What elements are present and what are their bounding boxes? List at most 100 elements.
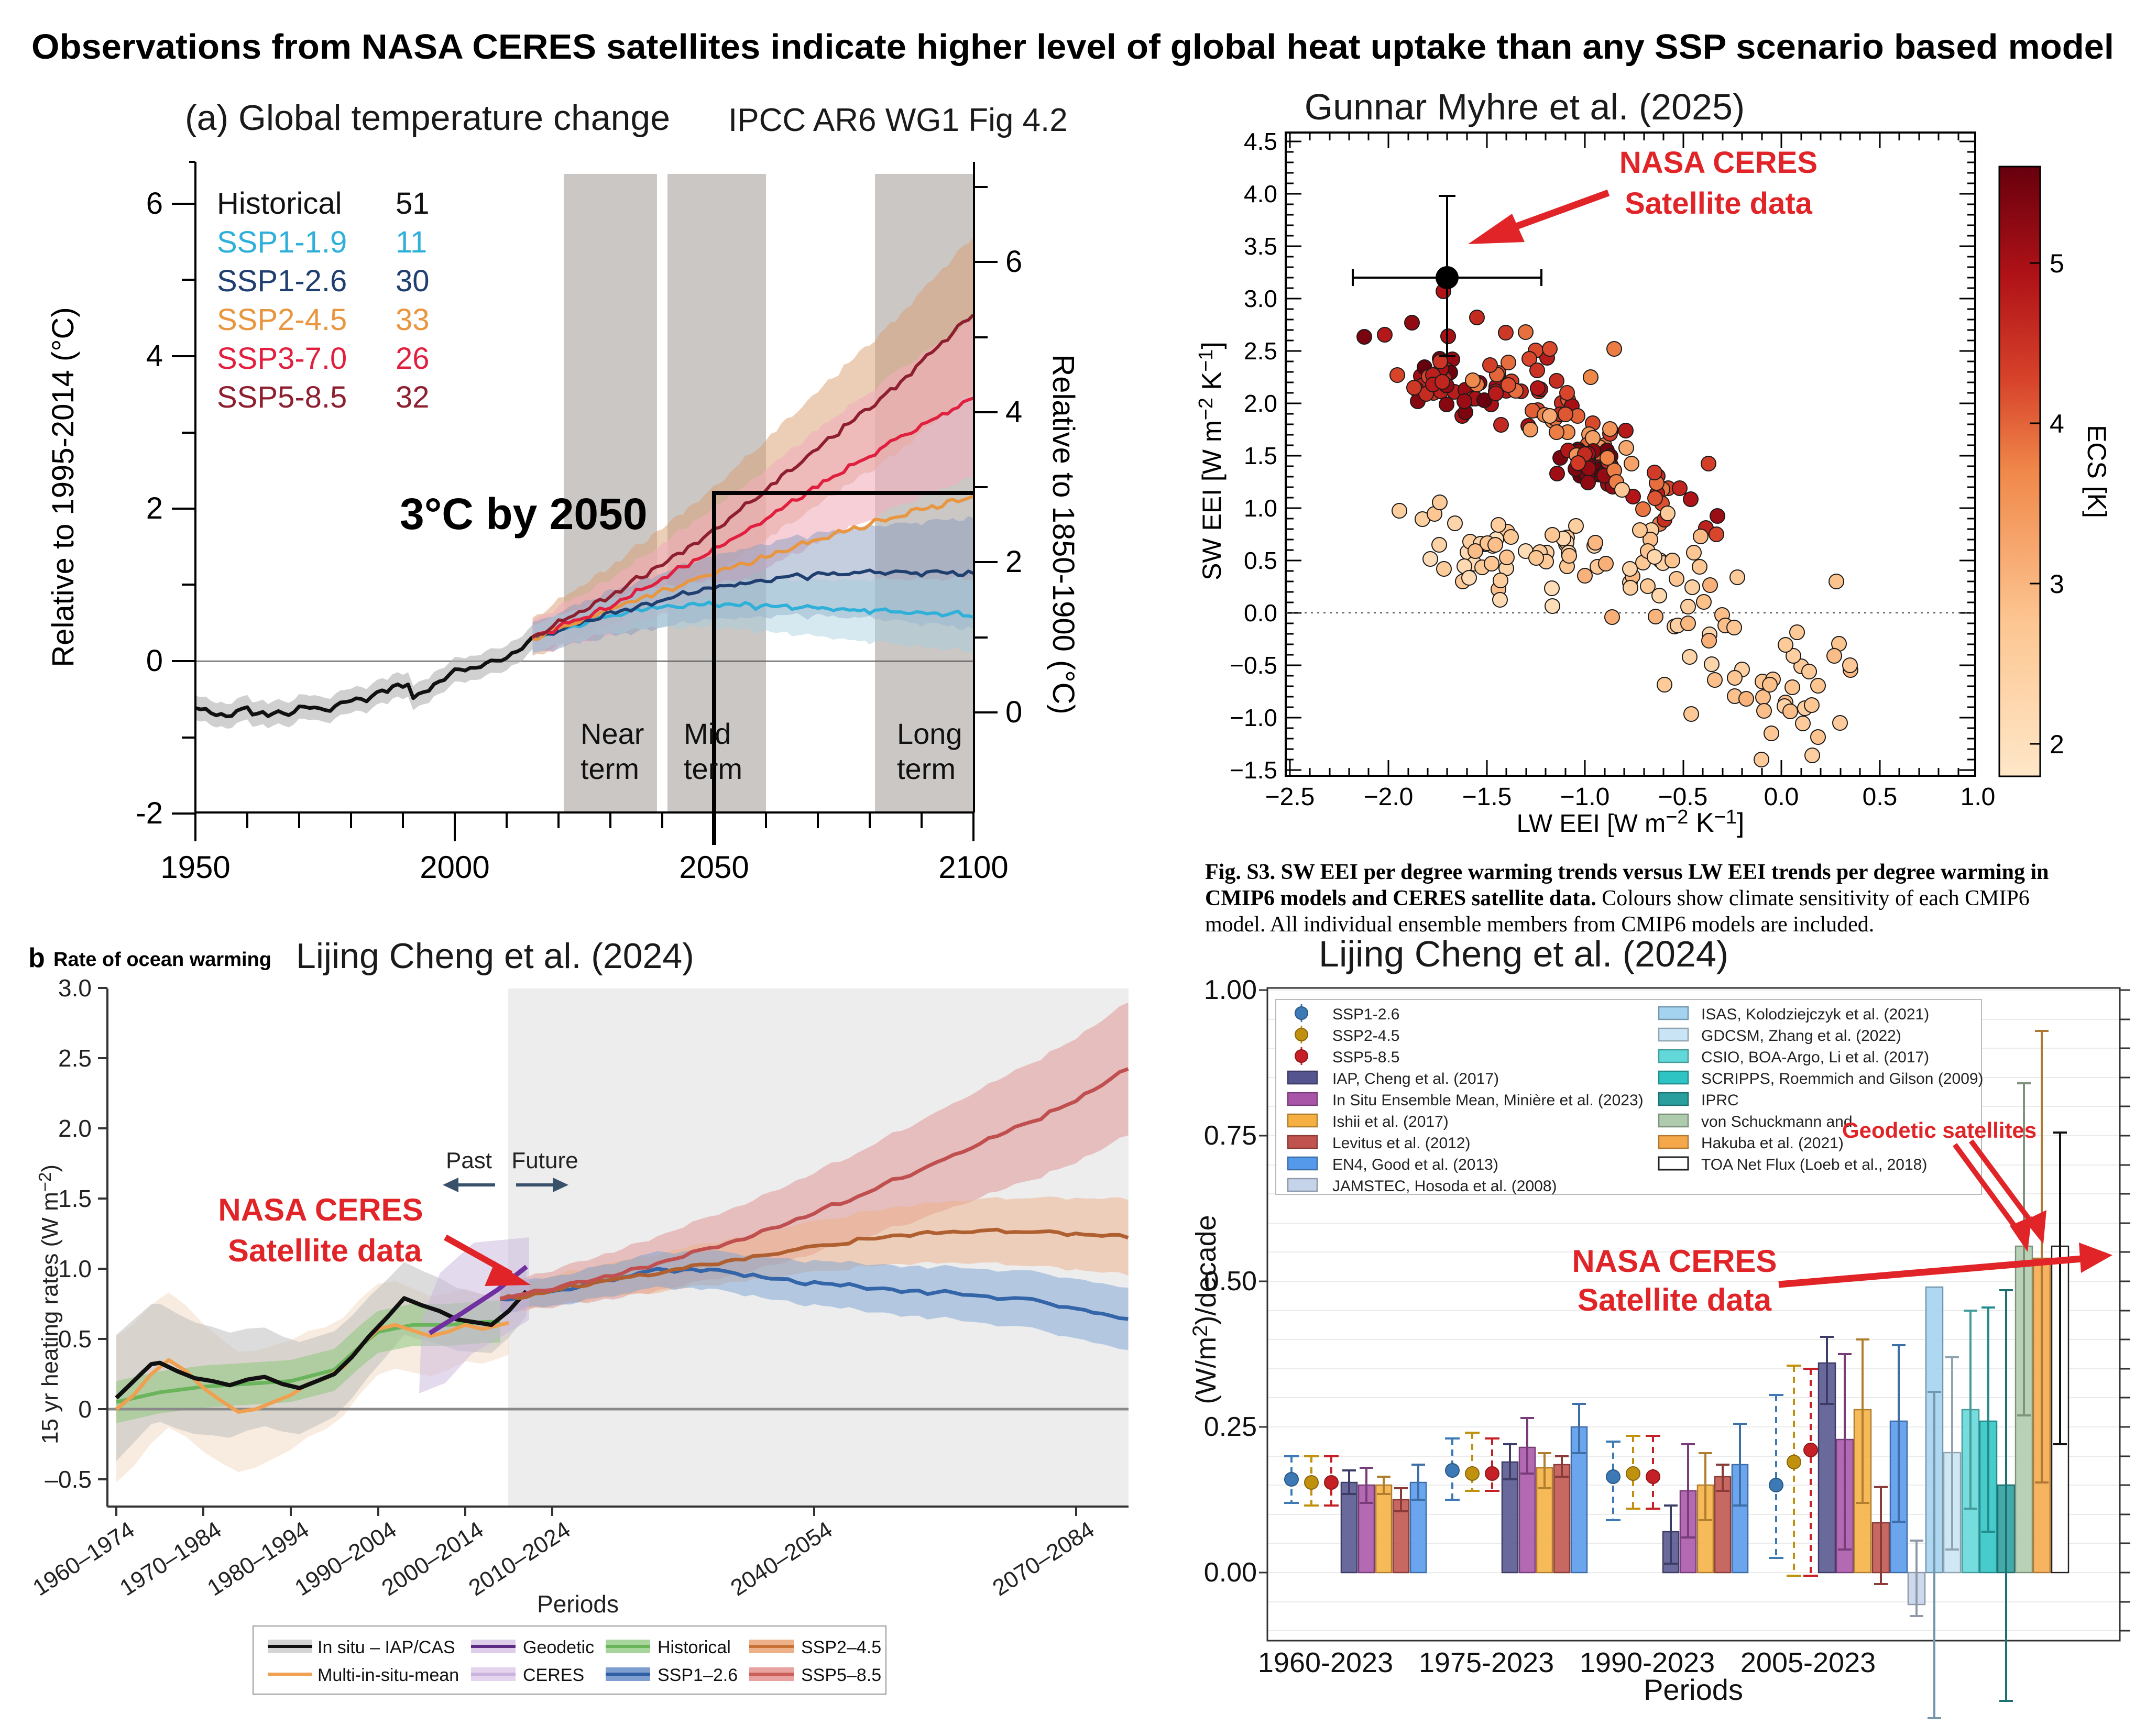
svg-text:EN4, Good et al. (2013): EN4, Good et al. (2013) <box>1332 1156 1498 1173</box>
svg-text:1960-2023: 1960-2023 <box>1258 1647 1393 1678</box>
svg-text:−0.5: −0.5 <box>1658 783 1708 811</box>
svg-text:SSP2-4.5: SSP2-4.5 <box>217 303 347 337</box>
svg-text:ISAS, Kolodziejczyk et al. (20: ISAS, Kolodziejczyk et al. (2021) <box>1701 1006 1929 1023</box>
svg-text:Gunnar Myhre et al. (2025): Gunnar Myhre et al. (2025) <box>1305 86 1745 127</box>
svg-text:SSP3-7.0: SSP3-7.0 <box>217 342 347 376</box>
svg-text:0.5: 0.5 <box>58 1325 92 1353</box>
svg-text:51: 51 <box>396 186 430 221</box>
svg-text:4.0: 4.0 <box>1244 180 1277 207</box>
svg-text:b: b <box>28 943 45 973</box>
svg-text:0.5: 0.5 <box>1863 783 1898 811</box>
svg-text:2000: 2000 <box>420 850 489 885</box>
svg-text:−2.5: −2.5 <box>1265 783 1315 811</box>
svg-text:Geodetic satellites: Geodetic satellites <box>1842 1118 2036 1142</box>
svg-text:2: 2 <box>1005 545 1022 579</box>
svg-text:(a) Global temperature change: (a) Global temperature change <box>185 98 670 138</box>
svg-text:0: 0 <box>1005 695 1022 729</box>
svg-text:Relative to 1995-2014 (°C): Relative to 1995-2014 (°C) <box>46 307 80 667</box>
svg-text:15 yr heating rates (W m−2): 15 yr heating rates (W m−2) <box>35 1164 63 1444</box>
svg-text:2.0: 2.0 <box>1244 390 1277 417</box>
svg-text:−1.0: −1.0 <box>1230 704 1277 731</box>
svg-text:0.75: 0.75 <box>1204 1120 1257 1151</box>
svg-text:Satellite data: Satellite data <box>228 1233 422 1268</box>
svg-text:Future: Future <box>511 1148 578 1173</box>
svg-text:6: 6 <box>146 186 163 221</box>
svg-text:−1.0: −1.0 <box>1560 783 1610 811</box>
svg-text:2: 2 <box>146 491 163 525</box>
svg-text:Multi-in-situ-mean: Multi-in-situ-mean <box>317 1665 459 1685</box>
svg-text:GDCSM, Zhang et al. (2022): GDCSM, Zhang et al. (2022) <box>1701 1027 1901 1045</box>
svg-text:1.0: 1.0 <box>1961 783 1996 811</box>
svg-text:Fig. S3. SW EEI per degree war: Fig. S3. SW EEI per degree warming trend… <box>1205 860 2049 884</box>
svg-text:Relative to 1850-1900 (°C): Relative to 1850-1900 (°C) <box>1046 354 1080 714</box>
svg-text:4: 4 <box>2050 409 2064 438</box>
svg-text:Lijing Cheng et al. (2024): Lijing Cheng et al. (2024) <box>296 936 694 976</box>
svg-text:−1.5: −1.5 <box>1462 783 1512 811</box>
svg-text:1.5: 1.5 <box>1244 442 1277 469</box>
svg-text:SSP2–4.5: SSP2–4.5 <box>801 1638 881 1657</box>
svg-text:SSP1-1.9: SSP1-1.9 <box>217 225 347 259</box>
svg-text:0.0: 0.0 <box>1244 599 1277 627</box>
svg-text:0.5: 0.5 <box>1244 547 1277 574</box>
svg-text:0.25: 0.25 <box>1204 1412 1257 1442</box>
svg-text:Past: Past <box>446 1148 492 1173</box>
svg-text:SSP1-2.6: SSP1-2.6 <box>1332 1006 1399 1023</box>
svg-text:SSP2-4.5: SSP2-4.5 <box>1332 1027 1399 1045</box>
svg-text:ECS [K]: ECS [K] <box>2082 425 2111 518</box>
svg-text:(W/m2)/decade: (W/m2)/decade <box>1189 1215 1222 1404</box>
svg-text:SSP1-2.6: SSP1-2.6 <box>217 264 347 298</box>
svg-text:NASA CERES: NASA CERES <box>218 1192 423 1227</box>
svg-text:0: 0 <box>78 1396 92 1423</box>
svg-text:CMIP6 models and CERES satelli: CMIP6 models and CERES satellite data. C… <box>1205 886 2030 910</box>
svg-text:CSIO, BOA-Argo, Li et al. (201: CSIO, BOA-Argo, Li et al. (2017) <box>1701 1049 1929 1066</box>
svg-text:Historical: Historical <box>658 1638 731 1657</box>
svg-text:3.0: 3.0 <box>1244 285 1277 312</box>
svg-text:Levitus et al. (2012): Levitus et al. (2012) <box>1332 1135 1470 1152</box>
svg-text:2: 2 <box>2050 730 2064 759</box>
svg-text:Hakuba et al. (2021): Hakuba et al. (2021) <box>1701 1135 1844 1152</box>
svg-text:JAMSTEC, Hosoda et al. (2008): JAMSTEC, Hosoda et al. (2008) <box>1332 1178 1557 1195</box>
svg-text:0: 0 <box>146 644 163 678</box>
svg-text:NASA CERES: NASA CERES <box>1619 146 1817 180</box>
svg-text:term: term <box>684 752 742 785</box>
svg-text:32: 32 <box>396 380 430 414</box>
svg-text:Periods: Periods <box>1644 1673 1743 1706</box>
svg-text:SW EEI [W m−2 K−1]: SW EEI [W m−2 K−1] <box>1195 342 1227 580</box>
svg-text:Long: Long <box>897 717 962 750</box>
svg-text:1.5: 1.5 <box>58 1185 92 1212</box>
svg-text:NASA CERES: NASA CERES <box>1572 1244 1777 1279</box>
svg-text:3.5: 3.5 <box>1244 233 1277 260</box>
svg-text:−2.0: −2.0 <box>1364 783 1414 811</box>
svg-text:Lijing Cheng et al. (2024): Lijing Cheng et al. (2024) <box>1319 933 1728 974</box>
svg-text:Satellite data: Satellite data <box>1578 1282 1772 1317</box>
svg-text:Observations from NASA CERES s: Observations from NASA CERES satellites … <box>31 27 2114 67</box>
svg-text:SCRIPPS, Roemmich and Gilson (: SCRIPPS, Roemmich and Gilson (2009) <box>1701 1070 1984 1087</box>
svg-text:0.0: 0.0 <box>1764 783 1799 811</box>
svg-text:33: 33 <box>396 303 430 337</box>
svg-text:Geodetic: Geodetic <box>523 1638 594 1657</box>
svg-text:Periods: Periods <box>537 1590 619 1618</box>
svg-text:4: 4 <box>146 339 163 373</box>
svg-text:1.0: 1.0 <box>58 1255 92 1282</box>
svg-text:Historical: Historical <box>217 186 342 221</box>
svg-text:SSP5–8.5: SSP5–8.5 <box>801 1665 881 1685</box>
svg-text:In Situ Ensemble Mean, Minière: In Situ Ensemble Mean, Minière et al. (2… <box>1332 1092 1644 1109</box>
svg-text:Near: Near <box>581 717 644 750</box>
svg-text:SSP5-8.5: SSP5-8.5 <box>1332 1049 1399 1066</box>
svg-text:1.0: 1.0 <box>1244 495 1277 522</box>
svg-text:term: term <box>897 752 956 785</box>
svg-text:2.5: 2.5 <box>1244 337 1277 365</box>
svg-text:IPRC: IPRC <box>1701 1092 1739 1109</box>
svg-text:TOA Net Flux (Loeb et al., 201: TOA Net Flux (Loeb et al., 2018) <box>1701 1156 1927 1173</box>
svg-text:3: 3 <box>2050 569 2064 599</box>
svg-text:SSP1–2.6: SSP1–2.6 <box>658 1665 738 1685</box>
svg-text:-2: -2 <box>136 796 163 830</box>
svg-text:0.50: 0.50 <box>1204 1266 1257 1296</box>
svg-text:IPCC AR6 WG1 Fig 4.2: IPCC AR6 WG1 Fig 4.2 <box>728 102 1068 138</box>
svg-text:2050: 2050 <box>679 850 749 885</box>
svg-text:2.5: 2.5 <box>58 1045 92 1072</box>
svg-text:1990-2023: 1990-2023 <box>1580 1647 1715 1678</box>
svg-text:−0.5: −0.5 <box>1230 652 1277 679</box>
svg-text:IAP, Cheng et al. (2017): IAP, Cheng et al. (2017) <box>1332 1070 1499 1087</box>
svg-text:11: 11 <box>396 225 427 259</box>
